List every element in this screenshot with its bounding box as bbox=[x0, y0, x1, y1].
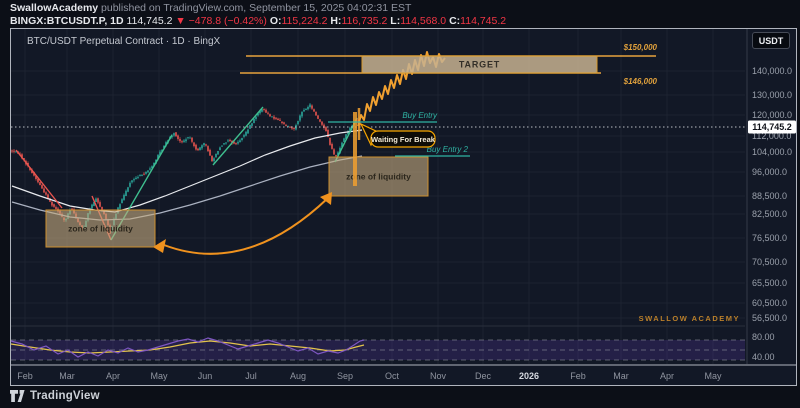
symbol-ohlc-line: BINGX:BTCUSDT.P, 1D 114,745.2 ▼ −478.8 (… bbox=[10, 15, 506, 27]
time-axis-label: Sep bbox=[337, 371, 353, 381]
price-axis-label: 88,500.0 bbox=[752, 191, 787, 201]
time-axis-label: Apr bbox=[106, 371, 120, 381]
symbol-ohlc-part: 114,745.2 bbox=[460, 15, 507, 27]
current-price-tag-text: 114,745.2 bbox=[752, 122, 792, 132]
arrowhead-left bbox=[153, 239, 166, 253]
publish-info-line: SwallowAcademy published on TradingView.… bbox=[10, 2, 411, 14]
price-axis-label: 140,000.0 bbox=[752, 66, 792, 76]
time-axis-label: Dec bbox=[475, 371, 492, 381]
price-axis-label: 56,500.0 bbox=[752, 313, 787, 323]
symbol-ohlc-part: 114,568.0 bbox=[400, 15, 450, 27]
price-axis-label: 76,500.0 bbox=[752, 233, 787, 243]
price-axis-label: 104,000.0 bbox=[752, 147, 792, 157]
symbol-ohlc-part: 116,735.2 bbox=[341, 15, 391, 27]
rsi-line bbox=[10, 337, 365, 358]
symbol-ohlc-part: ▼ −478.8 (−0.42%) bbox=[175, 15, 270, 27]
chart-border bbox=[10, 28, 797, 386]
time-axis-label: Oct bbox=[385, 371, 400, 381]
price-axis-label: 82,500.0 bbox=[752, 209, 787, 219]
publish-info-part: SwallowAcademy bbox=[10, 2, 99, 14]
liquidity-sweep-arrow[interactable] bbox=[163, 197, 329, 255]
currency-toggle-button[interactable]: USDT bbox=[752, 32, 790, 49]
time-axis-label: May bbox=[704, 371, 722, 381]
time-axis-label: Mar bbox=[613, 371, 629, 381]
liquidity-zone-box[interactable] bbox=[328, 156, 429, 197]
price-axis-label: 70,500.0 bbox=[752, 257, 787, 267]
time-axis-label: Jul bbox=[245, 371, 257, 381]
symbol-ohlc-part: 114,745.2 bbox=[126, 15, 176, 27]
price-axis-label: 80.00 bbox=[752, 332, 775, 342]
target-label: TARGET bbox=[459, 60, 500, 70]
ma-fast-line bbox=[11, 129, 363, 213]
time-axis-label: Mar bbox=[59, 371, 75, 381]
time-axis-label: Apr bbox=[660, 371, 674, 381]
chart-canvas[interactable] bbox=[10, 28, 797, 386]
price-axis-label: 130,000.0 bbox=[752, 90, 792, 100]
time-axis-label: Nov bbox=[430, 371, 447, 381]
tradingview-logo-icon bbox=[10, 390, 25, 402]
time-axis-label: Feb bbox=[17, 371, 33, 381]
waiting-for-break-bubble[interactable] bbox=[370, 130, 436, 148]
current-price-tag bbox=[748, 120, 796, 134]
liquidity-zone-box[interactable] bbox=[45, 209, 156, 248]
price-axis-label: 96,000.0 bbox=[752, 167, 787, 177]
symbol-ohlc-part: H: bbox=[330, 15, 342, 27]
time-axis-label: May bbox=[150, 371, 168, 381]
time-axis-label: Feb bbox=[570, 371, 586, 381]
symbol-ohlc-part: C: bbox=[449, 15, 461, 27]
trend-segment[interactable] bbox=[212, 106, 264, 166]
price-axis-label: 40.00 bbox=[752, 352, 775, 362]
rsi-ma-line bbox=[10, 340, 365, 354]
price-axis-label: 112,000.0 bbox=[752, 131, 791, 141]
symbol-ohlc-part: 115,224.2 bbox=[281, 15, 331, 27]
trend-segment[interactable] bbox=[15, 149, 63, 209]
price-axis-label: 65,500.0 bbox=[752, 278, 787, 288]
tradingview-logo-text: TradingView bbox=[30, 390, 100, 402]
arrowhead-right bbox=[320, 192, 332, 205]
time-axis-label: Aug bbox=[290, 371, 306, 381]
price-axis[interactable]: 140,000.0 130,000.0 120,000.0 112,000.0 104,… bbox=[748, 66, 796, 362]
buy-entry-label: Buy Entry bbox=[402, 111, 438, 120]
time-axis-label: 2026 bbox=[519, 371, 539, 381]
symbol-ohlc-part: BINGX:BTCUSDT.P, 1D bbox=[10, 15, 127, 27]
liquidity-zone-label: zone of liquidity bbox=[346, 172, 411, 182]
liquidity-zone-label: zone of liquidity bbox=[68, 224, 133, 234]
time-axis-label: Jun bbox=[198, 371, 213, 381]
symbol-ohlc-part: L: bbox=[390, 15, 401, 27]
target-lower-price-label: $146,000 bbox=[623, 77, 658, 86]
price-axis-label: 60,500.0 bbox=[752, 298, 787, 308]
chart-legend-title: BTC/USDT Perpetual Contract · 1D · BingX bbox=[27, 36, 221, 47]
symbol-ohlc-part: O: bbox=[269, 15, 282, 27]
target-upper-price-label: $150,000 bbox=[623, 43, 658, 52]
publish-info-part: published on TradingView.com, September … bbox=[98, 2, 412, 14]
rsi-pane bbox=[10, 337, 745, 361]
watermark-text: SWALLOW ACADEMY bbox=[639, 314, 740, 323]
waiting-for-break-label: Waiting For Break bbox=[371, 135, 436, 144]
buy-entry-label: Buy Entry 2 bbox=[427, 145, 469, 154]
price-axis-label: 120,000.0 bbox=[752, 110, 792, 120]
target-box[interactable] bbox=[361, 55, 598, 74]
tradingview-logo[interactable]: TradingView bbox=[10, 389, 100, 403]
time-axis[interactable]: Feb Mar Apr May Jun Jul Aug Sep Oct Nov Dec 2026 Feb… bbox=[17, 371, 722, 381]
